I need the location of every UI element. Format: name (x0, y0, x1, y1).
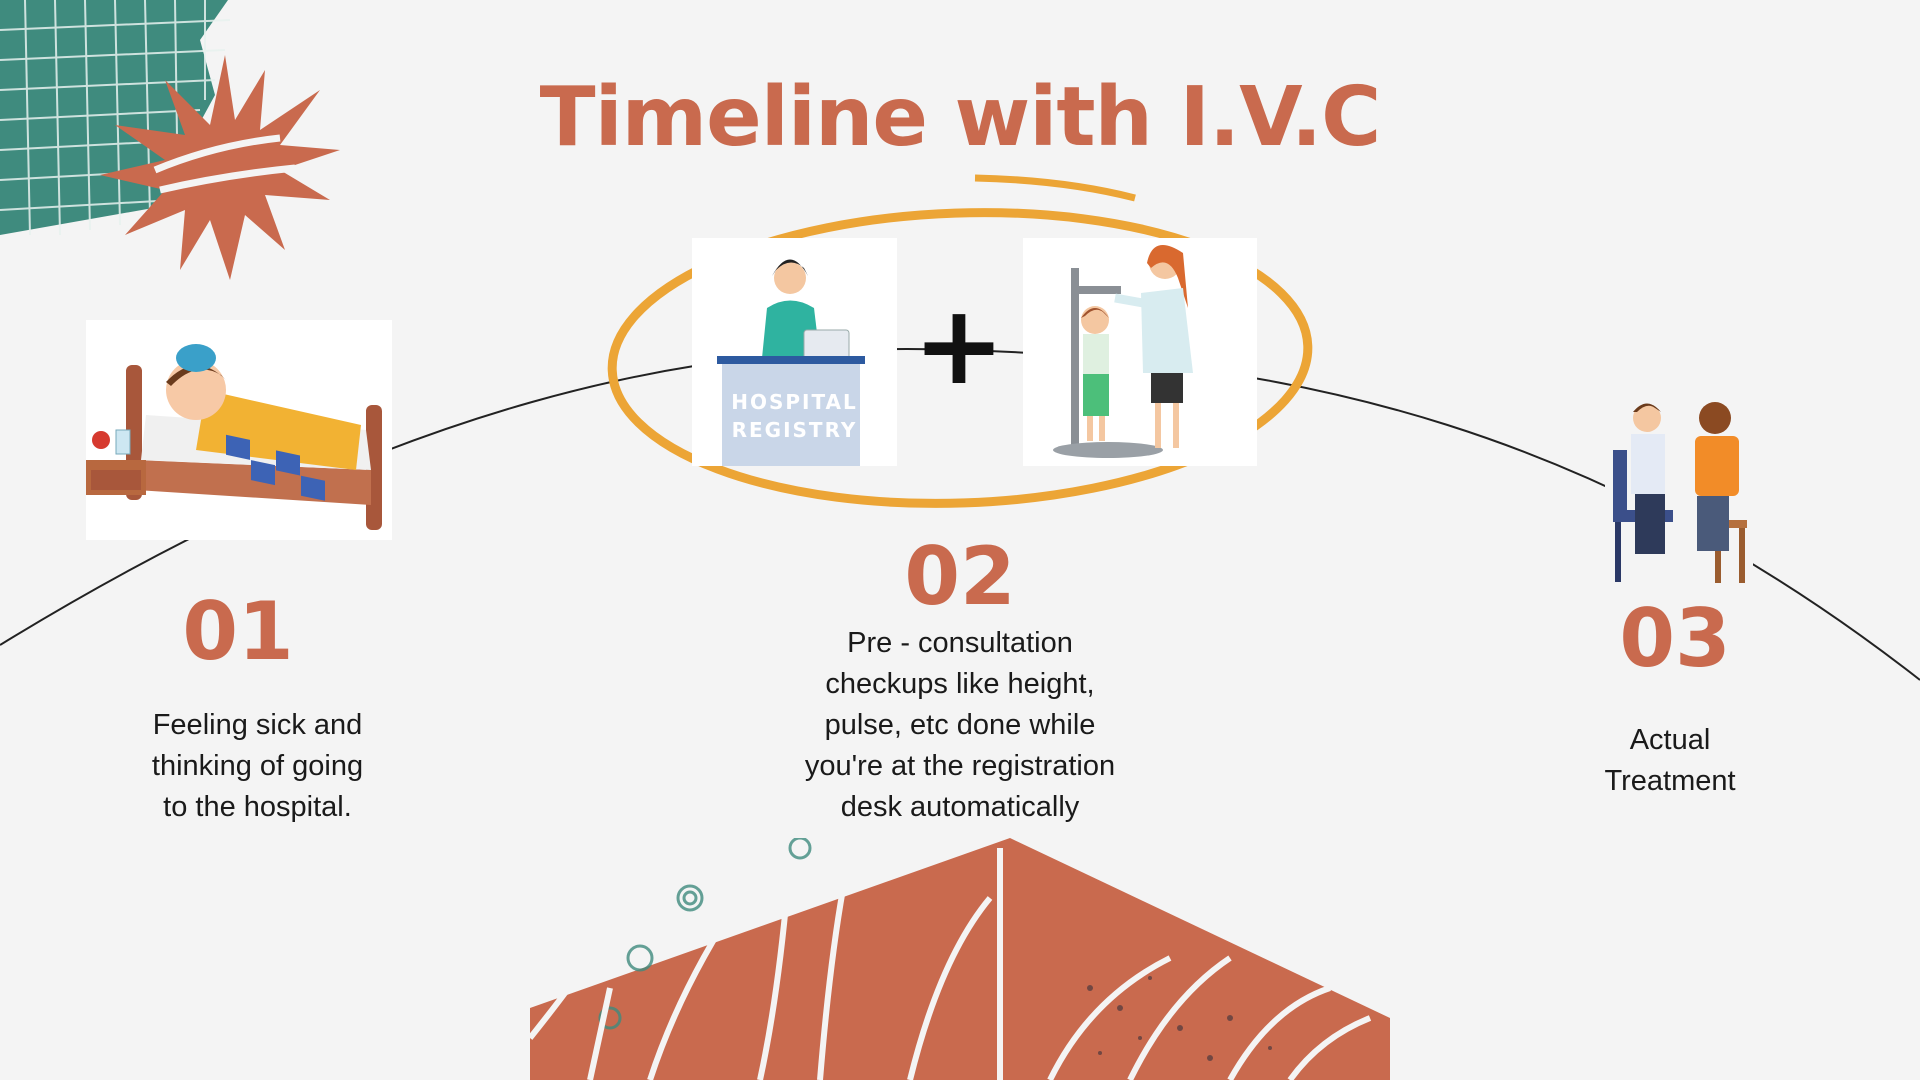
step-number-01: 01 (182, 585, 294, 678)
desc-line: pulse, etc done while (824, 709, 1096, 741)
height-checkup-icon (1023, 238, 1257, 466)
sick-boy-in-bed-icon (86, 320, 392, 540)
bottom-pattern-decoration (530, 838, 1390, 1080)
page-title: Timeline with I.V.C (539, 70, 1382, 165)
desc-line: Feeling sick and (152, 709, 363, 741)
plus-icon: + (912, 281, 1006, 409)
step-description-02: Pre - consultation checkups like height,… (760, 623, 1160, 828)
step-number-02: 02 (904, 530, 1016, 623)
desc-line: Treatment (1604, 765, 1736, 797)
step-description-01: Feeling sick and thinking of going to th… (100, 705, 415, 828)
desc-line: Actual (1629, 724, 1711, 756)
desc-line: you're at the registration (804, 750, 1116, 782)
highlight-ring (607, 174, 1313, 508)
desc-line: desk automatically (840, 791, 1080, 823)
desc-line: thinking of going (151, 750, 364, 782)
starburst-decoration (100, 55, 340, 280)
doctor-patient-icon (1605, 390, 1753, 590)
step-description-03: Actual Treatment (1570, 720, 1770, 802)
hospital-registry-icon: HOSPITAL REGISTRY (692, 238, 897, 466)
registry-sign-line2: REGISTRY (731, 418, 858, 442)
registry-sign-line1: HOSPITAL (731, 390, 858, 414)
step-number-03: 03 (1619, 592, 1731, 685)
desc-line: to the hospital. (163, 791, 352, 823)
desc-line: checkups like height, (825, 668, 1095, 700)
desc-line: Pre - consultation (847, 627, 1073, 659)
